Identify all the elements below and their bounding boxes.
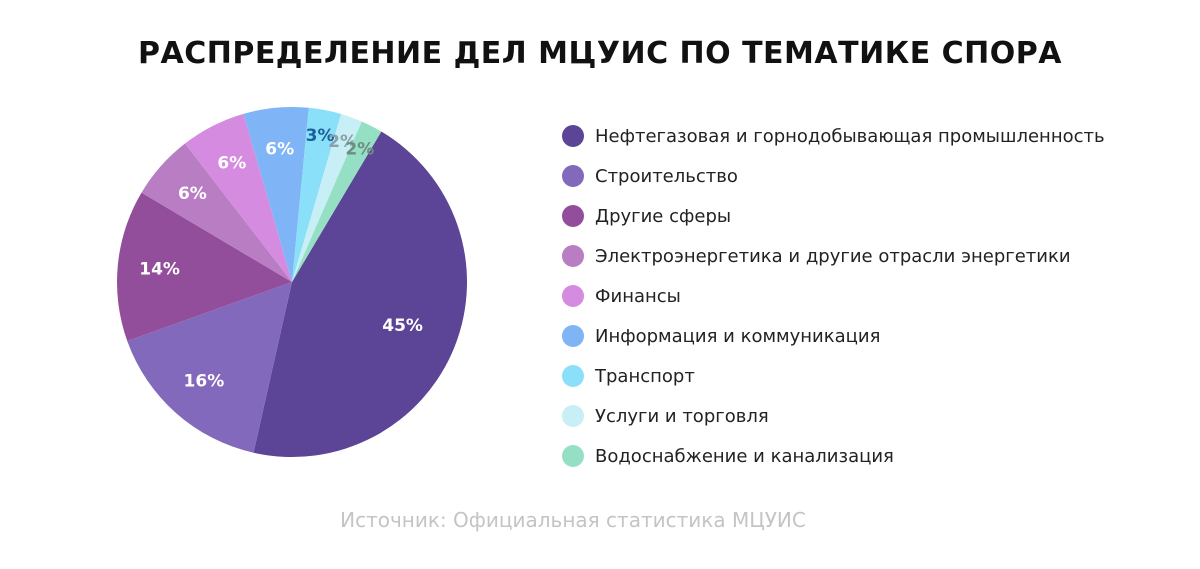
legend-item: Другие сферы [562,196,1182,236]
legend-label: Строительство [595,165,738,187]
legend-label: Информация и коммуникация [595,325,881,347]
legend-item: Электроэнергетика и другие отрасли энерг… [562,236,1182,276]
pie-slice [253,131,467,458]
legend-swatch [562,165,584,187]
legend-label: Другие сферы [595,205,732,227]
legend-swatch [562,365,584,387]
legend-label: Услуги и торговля [595,405,769,427]
pie-slice [184,113,292,282]
pie-slice [292,114,362,282]
legend-label: Электроэнергетика и другие отрасли энерг… [595,245,1071,267]
slice-value-label: 14% [139,259,180,279]
pie-slice [292,107,342,282]
legend-item: Финансы [562,276,1182,316]
slice-value-label: 6% [265,140,294,160]
slice-value-label: 3% [306,126,335,146]
pie-slice [127,282,293,453]
slice-value-label: 45% [382,316,423,336]
slice-value-label: 2% [328,132,357,152]
legend-swatch [562,405,584,427]
legend-label: Транспорт [595,365,695,387]
legend-item: Строительство [562,156,1182,196]
legend-swatch [562,445,584,467]
legend-label: Нефтегазовая и горнодобывающая промышлен… [595,125,1105,147]
legend-swatch [562,245,584,267]
slice-value-label: 6% [178,184,207,204]
chart-title: РАСПРЕДЕЛЕНИЕ ДЕЛ МЦУИС ПО ТЕМАТИКЕ СПОР… [138,36,1062,71]
slice-value-label: 16% [184,372,225,392]
legend-item: Транспорт [562,356,1182,396]
legend-item: Услуги и торговля [562,396,1182,436]
legend-swatch [562,205,584,227]
legend-label: Водоснабжение и канализация [595,445,894,467]
slice-value-label: 2% [345,140,374,160]
legend-item: Информация и коммуникация [562,316,1182,356]
legend-swatch [562,125,584,147]
legend-swatch [562,285,584,307]
source-note: Источник: Официальная статистика МЦУИС [340,508,806,532]
legend-label: Финансы [595,285,681,307]
pie-slice [292,121,382,282]
slice-value-label: 6% [217,153,246,173]
pie-slice [116,192,292,341]
pie-slice [141,143,292,282]
pie-slice [243,107,309,282]
legend-swatch [562,325,584,347]
legend-item: Водоснабжение и канализация [562,436,1182,476]
legend-item: Нефтегазовая и горнодобывающая промышлен… [562,116,1182,156]
legend: Нефтегазовая и горнодобывающая промышлен… [562,116,1182,476]
